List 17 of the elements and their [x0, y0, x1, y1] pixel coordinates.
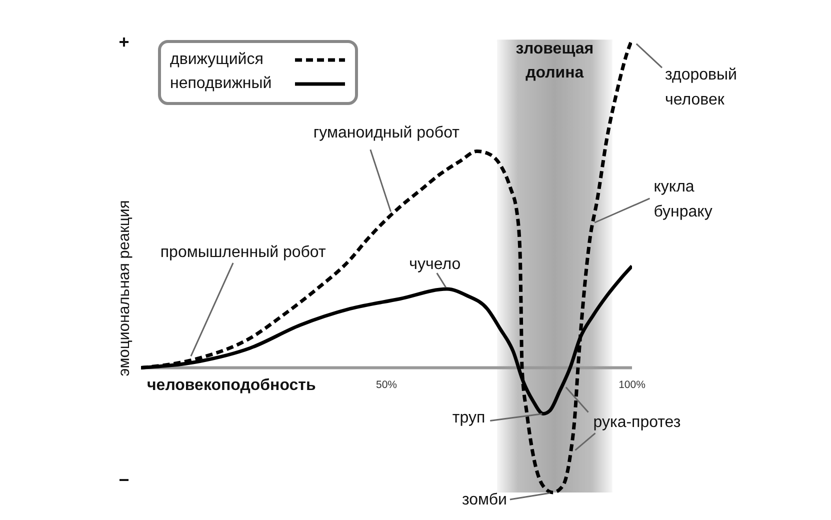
x-tick-label: 50%	[376, 378, 398, 391]
text: +	[118, 32, 130, 52]
band-label: зловещая долина	[516, 40, 594, 82]
annotation: чучело	[409, 256, 461, 273]
annotation: здоровый человек	[665, 66, 737, 108]
annotation: кукла бунраку	[654, 178, 712, 220]
x-tick-label: 100%	[618, 378, 646, 391]
legend-label: неподвижный	[170, 75, 272, 93]
legend-label: движущийся	[170, 51, 264, 69]
annotation: промышленный робот	[160, 243, 326, 260]
annotation: рука-протез	[593, 414, 681, 431]
annotation: зомби	[462, 490, 507, 508]
text: −	[118, 470, 130, 490]
y-axis-title: эмоциональная реакция	[116, 200, 132, 376]
annotation: труп	[452, 409, 486, 426]
annotation: гуманоидный робот	[313, 124, 460, 142]
x-axis-title: человекоподобность	[147, 376, 316, 394]
